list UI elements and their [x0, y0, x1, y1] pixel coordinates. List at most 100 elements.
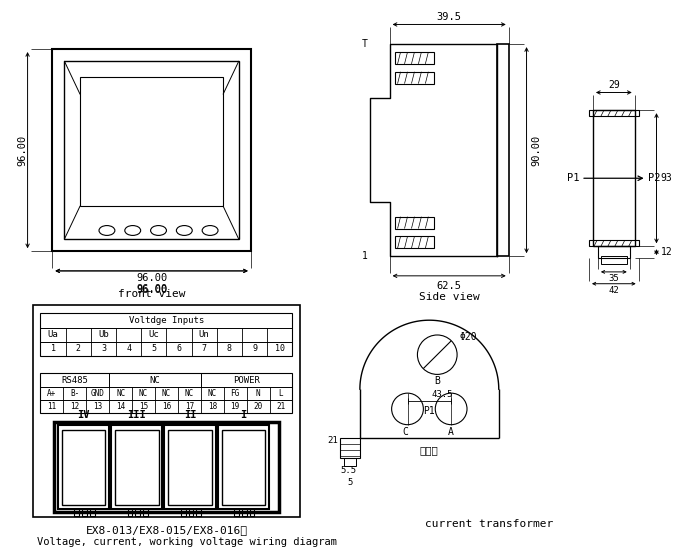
Text: GND: GND	[91, 389, 104, 398]
Bar	[62, 429, 105, 505]
Text: NC: NC	[185, 389, 194, 398]
Bar	[82, 509, 87, 516]
Text: 17: 17	[185, 402, 194, 411]
Bar	[593, 110, 635, 246]
Bar	[53, 49, 251, 251]
Text: POWER: POWER	[233, 376, 260, 385]
Bar	[344, 458, 356, 466]
Text: B: B	[435, 376, 440, 386]
Text: 93: 93	[660, 173, 672, 183]
Text: 42: 42	[608, 286, 619, 295]
Text: 96.00: 96.00	[136, 273, 167, 283]
Text: 62.5: 62.5	[437, 281, 462, 291]
Bar	[394, 52, 435, 64]
Text: 11: 11	[47, 402, 57, 411]
Bar	[598, 246, 630, 258]
Bar	[136, 509, 140, 516]
Text: NC: NC	[149, 376, 161, 385]
Bar	[340, 438, 360, 458]
Bar	[55, 422, 279, 512]
Text: 5: 5	[152, 344, 156, 353]
Bar	[143, 509, 148, 516]
Text: 9: 9	[252, 344, 257, 353]
Text: 封装面: 封装面	[420, 445, 439, 455]
Text: 29: 29	[608, 79, 620, 89]
Text: C: C	[403, 427, 408, 437]
Text: B-: B-	[70, 389, 80, 398]
Text: NC: NC	[116, 389, 125, 398]
Text: Un: Un	[199, 331, 210, 339]
Text: NC: NC	[208, 389, 217, 398]
Text: 8: 8	[227, 344, 232, 353]
Text: 96.00: 96.00	[136, 285, 167, 295]
Text: III: III	[127, 410, 146, 420]
Text: 20: 20	[253, 402, 263, 411]
Text: Φ20: Φ20	[459, 332, 477, 342]
Bar	[75, 509, 80, 516]
Text: 90.00: 90.00	[531, 135, 542, 166]
Text: Ua: Ua	[48, 331, 58, 339]
Text: 5.5: 5.5	[340, 465, 356, 475]
Text: EX8-013/EX8-015/EX8-016型: EX8-013/EX8-015/EX8-016型	[85, 526, 248, 535]
Text: A: A	[448, 427, 454, 437]
Text: 13: 13	[93, 402, 102, 411]
Text: Ub: Ub	[98, 331, 109, 339]
Bar	[111, 424, 163, 509]
Bar	[394, 236, 435, 248]
Text: 4: 4	[126, 344, 131, 353]
Text: 21: 21	[327, 436, 338, 445]
Text: 2: 2	[75, 344, 81, 353]
Bar	[188, 509, 194, 516]
Text: P1: P1	[567, 173, 579, 183]
Text: Side view: Side view	[419, 291, 480, 301]
Bar	[234, 509, 239, 516]
Text: 7: 7	[202, 344, 207, 353]
Text: 19: 19	[230, 402, 240, 411]
Bar	[217, 424, 268, 509]
Text: T: T	[362, 39, 367, 49]
Text: 12: 12	[660, 247, 672, 257]
Text: P1: P1	[424, 406, 435, 416]
Text: current transformer: current transformer	[425, 519, 553, 529]
Text: Voltage, current, working voltage wiring diagram: Voltage, current, working voltage wiring…	[37, 537, 338, 547]
Text: 15: 15	[139, 402, 148, 411]
Bar	[181, 509, 185, 516]
Text: 35: 35	[608, 274, 619, 283]
Text: NC: NC	[162, 389, 171, 398]
Bar	[33, 305, 300, 517]
Bar	[40, 373, 293, 413]
Text: 96.00: 96.00	[136, 284, 167, 294]
Text: 6: 6	[176, 344, 181, 353]
Text: 16: 16	[162, 402, 171, 411]
Bar	[250, 509, 255, 516]
Bar	[165, 424, 215, 509]
Text: 43.5: 43.5	[431, 390, 453, 399]
Text: 1: 1	[51, 344, 55, 353]
Text: L: L	[279, 389, 283, 398]
Text: NC: NC	[139, 389, 148, 398]
Text: 3: 3	[101, 344, 106, 353]
Text: 12: 12	[70, 402, 80, 411]
Bar	[589, 110, 639, 116]
Text: front view: front view	[118, 289, 185, 299]
Text: Uc: Uc	[149, 331, 159, 339]
Bar	[221, 429, 264, 505]
Text: I: I	[240, 410, 246, 420]
Text: 10: 10	[275, 344, 285, 353]
Text: RS485: RS485	[62, 376, 89, 385]
Text: 39.5: 39.5	[437, 12, 462, 22]
Text: 21: 21	[276, 402, 286, 411]
Text: 14: 14	[116, 402, 125, 411]
Bar	[64, 61, 239, 240]
Text: FG: FG	[230, 389, 240, 398]
Text: N: N	[256, 389, 260, 398]
Bar	[242, 509, 246, 516]
Bar	[168, 429, 212, 505]
Text: II: II	[184, 410, 197, 420]
Bar	[40, 314, 293, 355]
Bar	[394, 72, 435, 83]
Bar	[601, 256, 627, 264]
Text: 18: 18	[208, 402, 217, 411]
Bar	[127, 509, 132, 516]
Bar	[589, 240, 639, 246]
